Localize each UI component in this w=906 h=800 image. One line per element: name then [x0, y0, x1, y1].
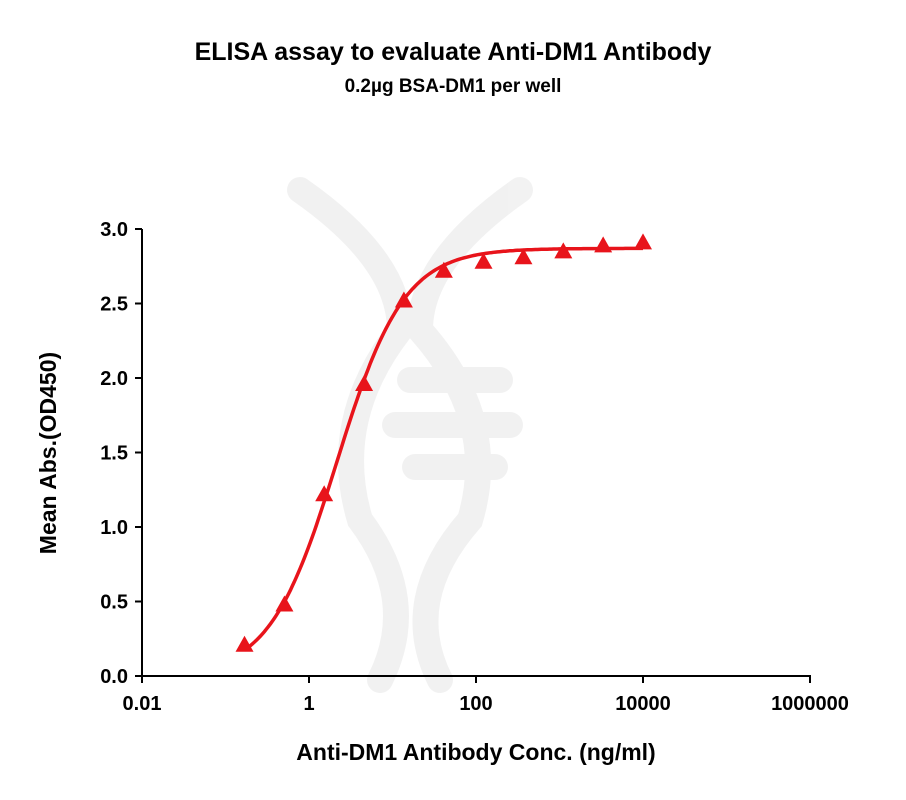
dna-watermark-icon [287, 177, 533, 693]
x-tick-label: 100 [459, 693, 492, 715]
y-tick-label: 2.0 [100, 368, 128, 390]
x-tick-label: 10000 [615, 693, 671, 715]
data-point-triangle [634, 233, 652, 250]
chart-title: ELISA assay to evaluate Anti-DM1 Antibod… [194, 38, 712, 66]
data-point-triangle [235, 635, 254, 652]
data-point-triangle [394, 291, 413, 308]
y-tick-label: 0.5 [100, 592, 128, 614]
y-axis-label: Mean Abs.(OD450) [35, 352, 61, 554]
data-point-triangle [514, 248, 533, 265]
data-point-triangle [554, 242, 573, 259]
data-point-triangle [474, 252, 493, 269]
data-point-triangle [355, 374, 374, 391]
data-point-triangle [275, 595, 294, 612]
y-tick-label: 1.0 [100, 517, 128, 539]
y-tick-label: 1.5 [100, 443, 128, 465]
chart-subtitle: 0.2µg BSA-DM1 per well [344, 76, 562, 97]
y-tick-label: 0.0 [100, 666, 128, 688]
y-tick-label: 3.0 [100, 219, 128, 241]
data-point-triangle [594, 236, 613, 253]
x-tick-label: 1000000 [771, 693, 849, 715]
data-point-triangle [315, 485, 334, 502]
data-point-triangle [434, 261, 453, 278]
y-tick-label: 2.5 [100, 294, 128, 316]
fit-curve [243, 246, 643, 652]
x-axis-label: Anti-DM1 Antibody Conc. (ng/ml) [296, 739, 655, 765]
x-tick-label: 0.01 [123, 693, 162, 715]
x-tick-label: 1 [303, 693, 314, 715]
